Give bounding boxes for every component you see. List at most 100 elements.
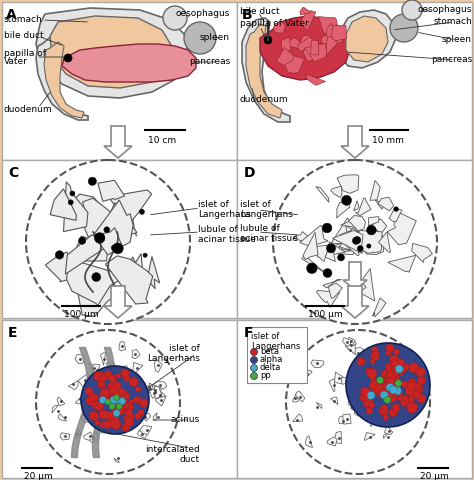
- Circle shape: [392, 367, 400, 375]
- Circle shape: [390, 386, 398, 394]
- Polygon shape: [355, 230, 382, 253]
- Circle shape: [381, 379, 388, 386]
- Circle shape: [120, 404, 126, 409]
- Circle shape: [360, 387, 370, 397]
- Bar: [237, 320, 472, 478]
- Circle shape: [113, 380, 118, 386]
- Circle shape: [367, 368, 377, 378]
- Polygon shape: [346, 16, 388, 62]
- Polygon shape: [73, 265, 120, 316]
- Polygon shape: [68, 381, 78, 390]
- Polygon shape: [106, 397, 116, 406]
- Polygon shape: [52, 405, 59, 413]
- Circle shape: [125, 418, 134, 427]
- Circle shape: [111, 397, 118, 405]
- Polygon shape: [104, 286, 132, 318]
- Polygon shape: [364, 390, 370, 398]
- Polygon shape: [335, 372, 345, 384]
- Polygon shape: [371, 417, 375, 427]
- Circle shape: [137, 409, 144, 416]
- Polygon shape: [339, 247, 342, 256]
- Circle shape: [143, 253, 147, 257]
- Circle shape: [360, 394, 367, 401]
- Polygon shape: [153, 413, 157, 420]
- Text: pancreas: pancreas: [189, 58, 230, 67]
- Circle shape: [115, 382, 121, 388]
- Circle shape: [112, 405, 120, 414]
- Polygon shape: [92, 364, 100, 375]
- Circle shape: [121, 369, 129, 377]
- Polygon shape: [316, 403, 322, 408]
- Polygon shape: [379, 412, 385, 423]
- Bar: [237, 160, 472, 318]
- Circle shape: [365, 368, 373, 375]
- Circle shape: [327, 244, 336, 253]
- Polygon shape: [106, 362, 117, 374]
- Circle shape: [55, 251, 64, 259]
- Text: bile duct: bile duct: [240, 8, 280, 16]
- Circle shape: [383, 414, 389, 420]
- Bar: [2, 2, 237, 160]
- Circle shape: [123, 423, 130, 431]
- Circle shape: [382, 405, 388, 411]
- Circle shape: [394, 207, 399, 211]
- Circle shape: [370, 380, 380, 391]
- Circle shape: [98, 381, 105, 387]
- Polygon shape: [96, 404, 106, 414]
- Circle shape: [386, 372, 395, 382]
- Polygon shape: [140, 400, 147, 408]
- Text: bile duct: bile duct: [4, 32, 44, 40]
- Circle shape: [386, 378, 394, 386]
- Circle shape: [250, 372, 257, 380]
- Polygon shape: [149, 389, 160, 398]
- Polygon shape: [294, 231, 311, 243]
- Circle shape: [409, 389, 417, 398]
- Polygon shape: [50, 189, 76, 220]
- Polygon shape: [283, 54, 304, 73]
- Text: 20 μm: 20 μm: [24, 472, 53, 480]
- Circle shape: [357, 359, 365, 366]
- Circle shape: [94, 401, 103, 411]
- Polygon shape: [129, 400, 137, 412]
- Circle shape: [413, 384, 423, 394]
- Polygon shape: [87, 398, 97, 401]
- Polygon shape: [347, 237, 367, 251]
- Polygon shape: [369, 216, 379, 226]
- Circle shape: [357, 357, 365, 365]
- Polygon shape: [342, 337, 351, 347]
- Polygon shape: [326, 36, 338, 54]
- Circle shape: [388, 375, 399, 386]
- Circle shape: [393, 387, 401, 395]
- Circle shape: [397, 390, 402, 396]
- Circle shape: [113, 410, 120, 417]
- Circle shape: [390, 384, 401, 395]
- Text: delta: delta: [260, 363, 282, 372]
- Polygon shape: [109, 190, 152, 222]
- Circle shape: [111, 396, 119, 404]
- Polygon shape: [348, 339, 356, 350]
- Circle shape: [395, 390, 402, 397]
- Circle shape: [384, 379, 393, 388]
- Polygon shape: [365, 432, 375, 441]
- Polygon shape: [348, 216, 365, 231]
- Circle shape: [383, 374, 391, 382]
- Circle shape: [367, 244, 371, 248]
- Polygon shape: [292, 394, 299, 402]
- Circle shape: [384, 396, 391, 403]
- Circle shape: [109, 374, 116, 382]
- Circle shape: [86, 396, 94, 405]
- Circle shape: [118, 398, 125, 405]
- Circle shape: [387, 383, 395, 391]
- Polygon shape: [104, 402, 116, 408]
- Polygon shape: [127, 376, 138, 385]
- Text: 20 μm: 20 μm: [420, 472, 449, 480]
- Circle shape: [124, 416, 129, 421]
- Circle shape: [136, 386, 141, 392]
- Circle shape: [117, 408, 123, 414]
- Circle shape: [104, 227, 110, 233]
- Polygon shape: [154, 382, 167, 389]
- Circle shape: [129, 377, 138, 386]
- Circle shape: [383, 383, 392, 392]
- Polygon shape: [394, 380, 404, 388]
- Polygon shape: [155, 386, 162, 399]
